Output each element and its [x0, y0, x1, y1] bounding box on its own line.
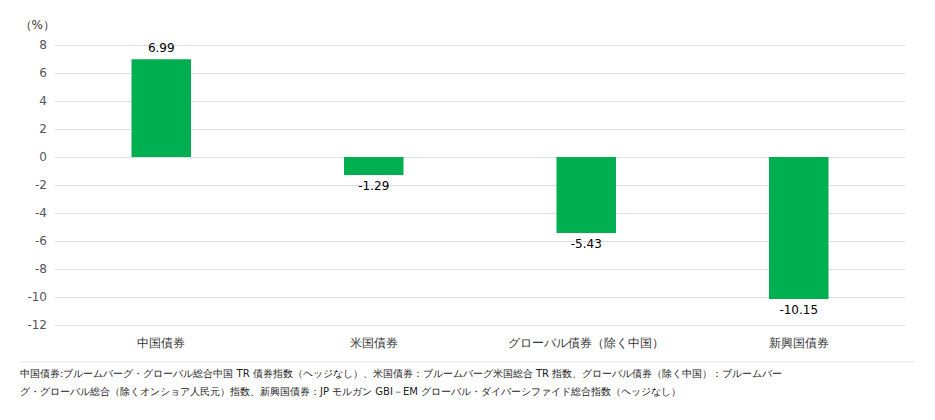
svg-text:6.99: 6.99 — [148, 41, 175, 55]
svg-text:新興国債券: 新興国債券 — [769, 336, 829, 350]
svg-text:8: 8 — [39, 38, 47, 52]
svg-text:-6: -6 — [35, 234, 47, 248]
svg-text:グローバル債券（除く中国）: グローバル債券（除く中国） — [508, 336, 664, 350]
svg-text:0: 0 — [39, 150, 47, 164]
svg-text:-2: -2 — [35, 178, 47, 192]
svg-text:米国債券: 米国債券 — [350, 336, 398, 350]
svg-text:-8: -8 — [35, 262, 47, 276]
svg-text:（%）: （%） — [20, 18, 55, 32]
svg-text:-10.15: -10.15 — [779, 303, 818, 317]
svg-text:6: 6 — [39, 66, 47, 80]
svg-text:-4: -4 — [35, 206, 47, 220]
svg-text:4: 4 — [39, 94, 47, 108]
svg-text:2: 2 — [39, 122, 47, 136]
svg-text:-1.29: -1.29 — [358, 179, 389, 193]
svg-text:中国債券: 中国債券 — [137, 336, 185, 350]
svg-text:グ・グローバル総合（除くオンショア人民元）指数、新興国債券：: グ・グローバル総合（除くオンショア人民元）指数、新興国債券：JP モルガン GB… — [20, 386, 681, 397]
svg-text:-10: -10 — [27, 290, 47, 304]
svg-text:-12: -12 — [27, 318, 47, 332]
svg-text:-5.43: -5.43 — [571, 237, 602, 251]
svg-text:中国債券:ブルームバーグ・グローバル総合中国 TR 債券指数: 中国債券:ブルームバーグ・グローバル総合中国 TR 債券指数（ヘッジなし）、米国… — [20, 368, 782, 379]
